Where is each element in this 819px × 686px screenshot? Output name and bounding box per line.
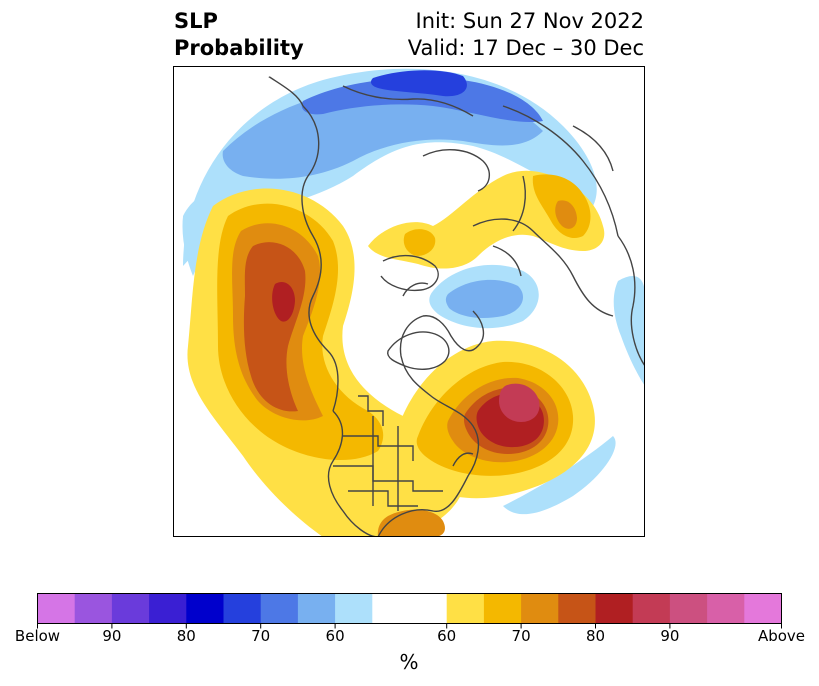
colorbar-cell [149,594,187,624]
colorbar-cell [224,594,262,624]
chart-title: SLP Probability [174,8,304,62]
colorbar-tick-label: 80 [177,627,196,645]
title-variable: SLP [174,8,304,35]
colorbar-unit-label: % [399,650,418,674]
colorbar-tick-label: Above [758,627,805,645]
colorbar-cell [298,594,336,624]
init-date: Init: Sun 27 Nov 2022 [408,8,644,35]
colorbar-cell [112,594,150,624]
colorbar-tick-label: Below [15,627,60,645]
colorbar-cell [521,594,559,624]
colorbar-tick-label: 70 [512,627,531,645]
colorbar-cell [707,594,745,624]
colorbar-cell [596,594,634,624]
colorbar-cell [633,594,671,624]
colorbar-cell [186,594,224,624]
colorbar-cell [38,594,76,624]
colorbar-cell [335,594,373,624]
colorbar-cell [372,594,410,624]
colorbar-cell [410,594,448,624]
colorbar-cell [670,594,708,624]
colorbar-cell [484,594,522,624]
colorbar-tick-label: 70 [251,627,270,645]
valid-range: Valid: 17 Dec – 30 Dec [408,35,644,62]
colorbar-cell [261,594,299,624]
colorbar-tick-label: 60 [437,627,456,645]
colorbar-tick-label: 90 [102,627,121,645]
colorbar-cell [447,594,485,624]
colorbar-cell [744,594,782,624]
colorbar-tick-label: 90 [660,627,679,645]
forecast-dates: Init: Sun 27 Nov 2022 Valid: 17 Dec – 30… [408,8,644,62]
colorbar-cell [558,594,596,624]
colorbar-tick-label: 60 [326,627,345,645]
colorbar-cell [75,594,113,624]
title-subtitle: Probability [174,35,304,62]
colorbar-tick-label: 80 [586,627,605,645]
probability-map [173,66,645,537]
